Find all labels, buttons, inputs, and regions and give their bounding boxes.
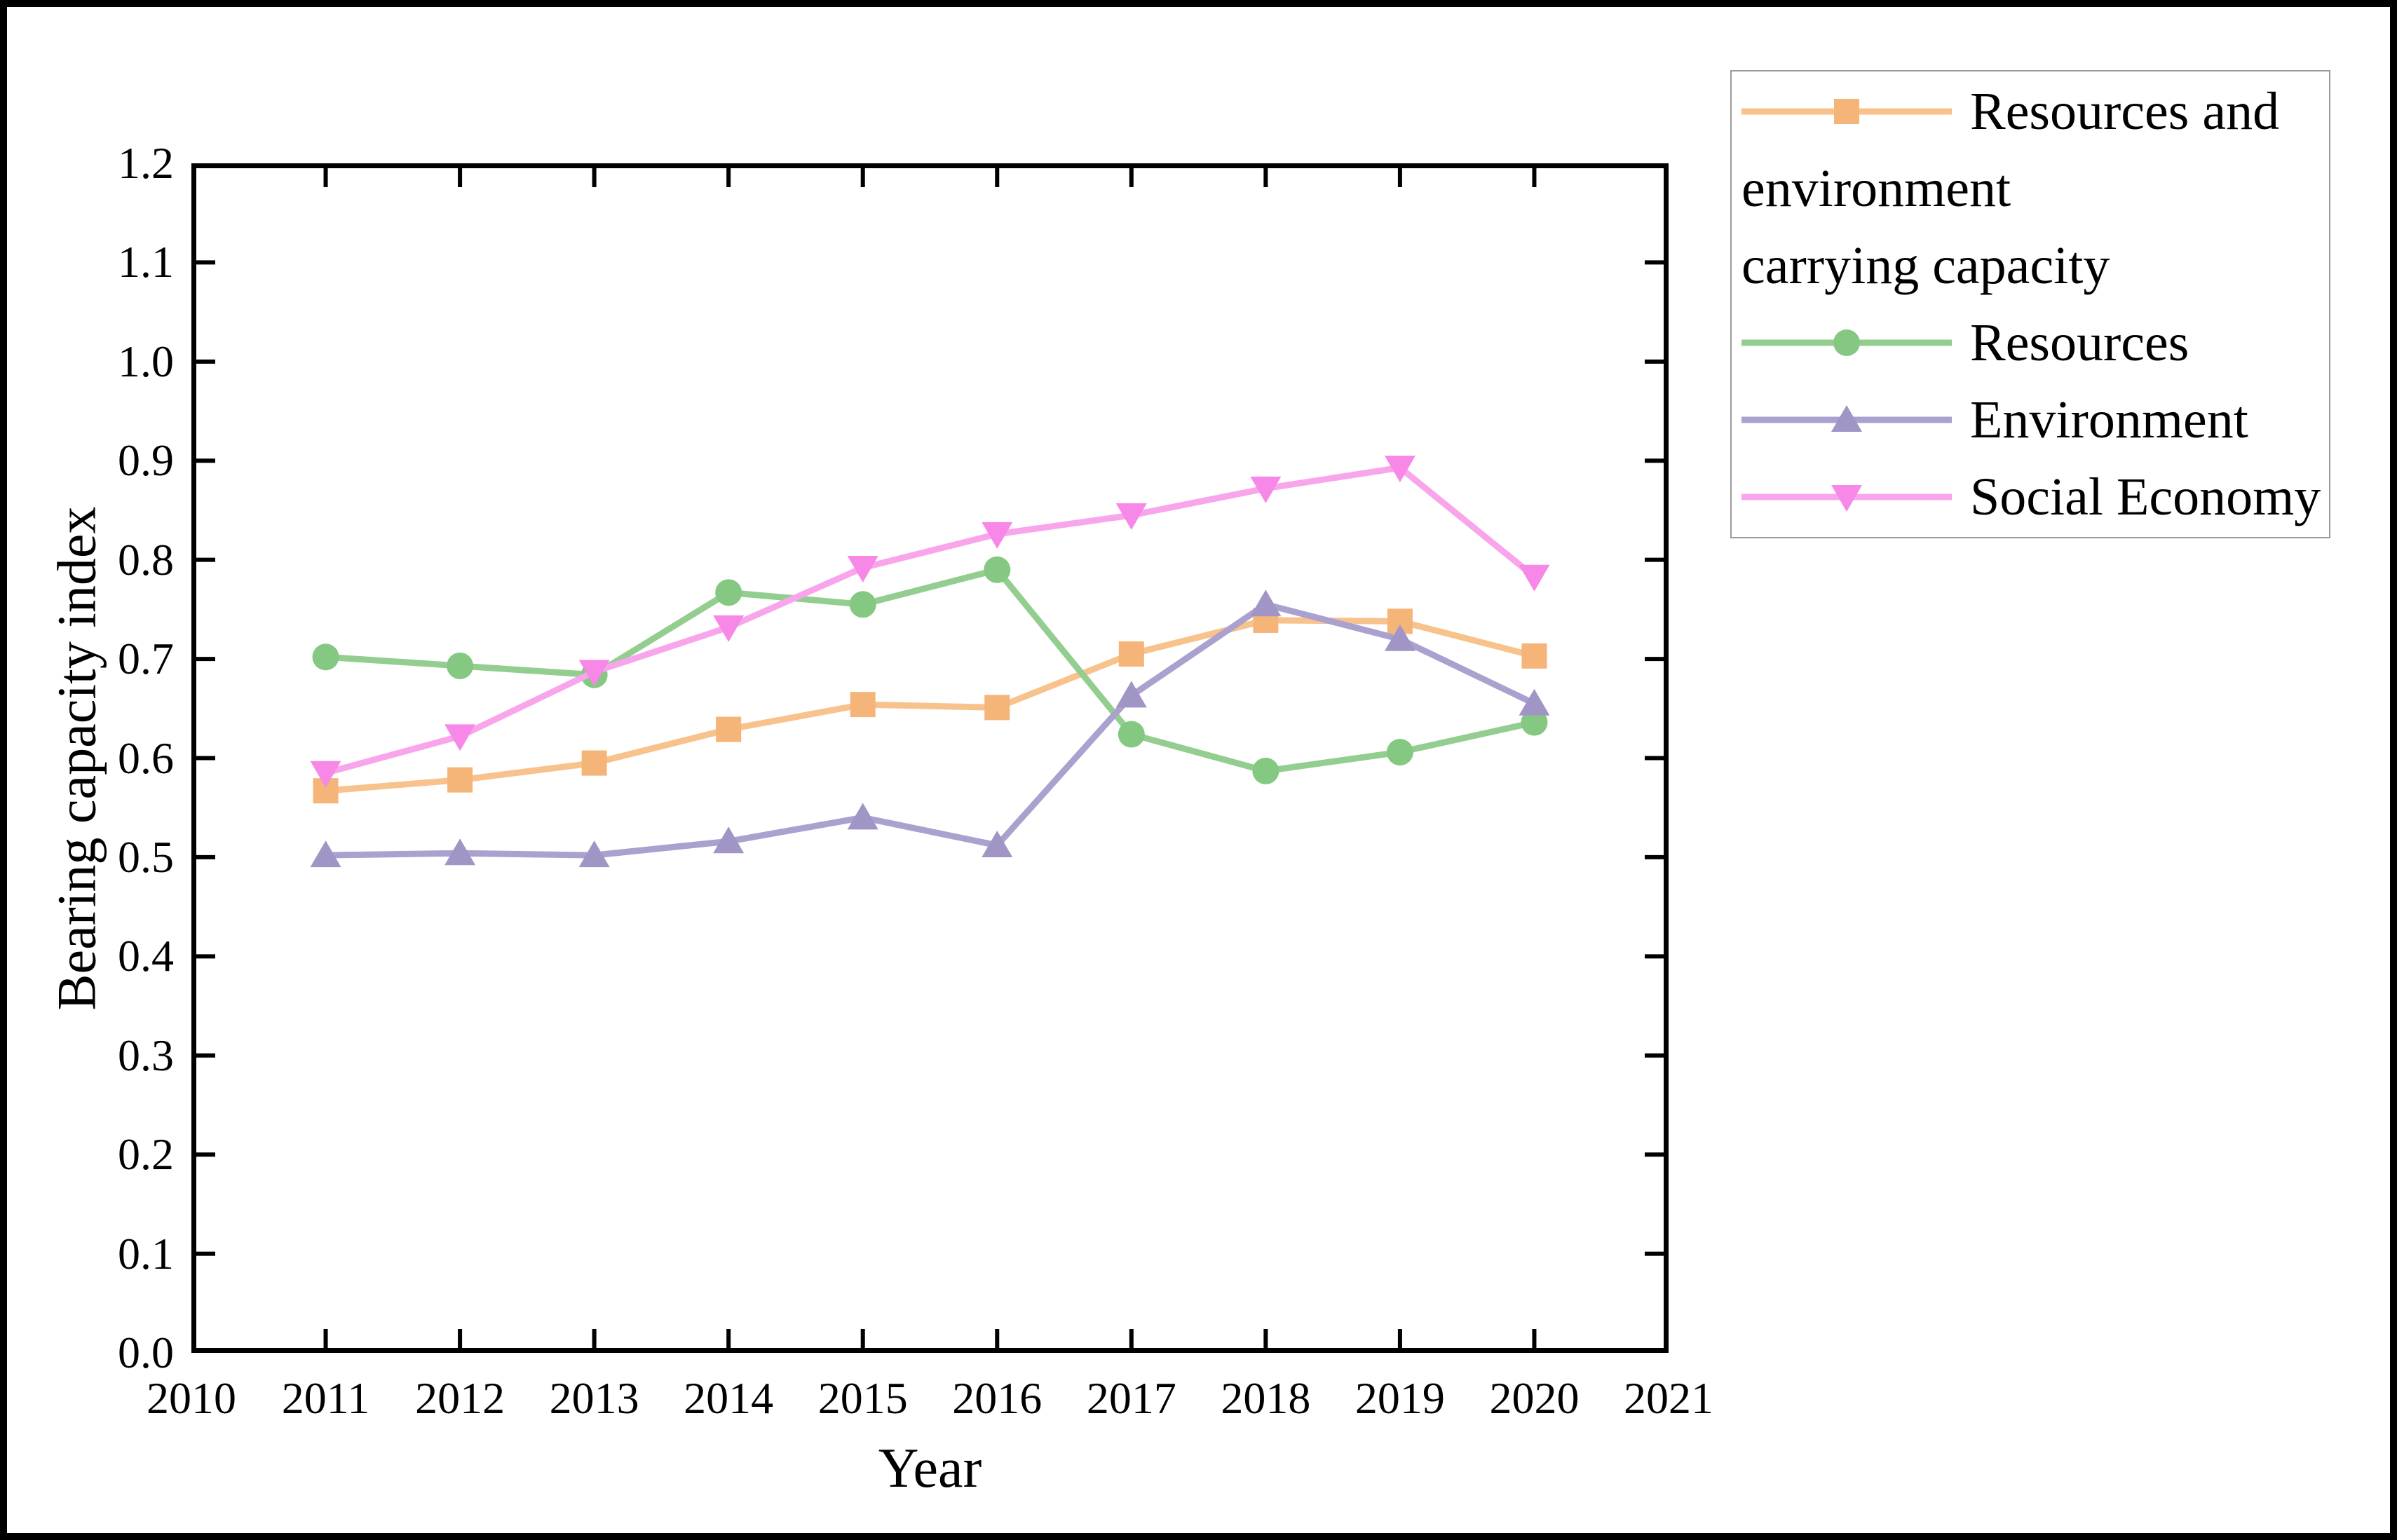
series-line-resources-and-environment-carrying-capacity <box>322 617 1537 794</box>
legend: Resources and environment carrying capacit… <box>1730 70 2330 538</box>
legend-item-social-economy: Social Economy <box>1741 458 2321 536</box>
data-point-resources-and-environment-carrying-capacity <box>984 695 1010 721</box>
y-tick-label: 0.7 <box>118 634 174 684</box>
data-point-resources <box>447 652 474 679</box>
y-tick-label: 0.0 <box>118 1328 174 1377</box>
y-tick-label: 1.2 <box>118 138 174 188</box>
x-tick-label: 2016 <box>952 1373 1043 1423</box>
data-point-resources-and-environment-carrying-capacity <box>716 716 742 742</box>
legend-label: Resources and <box>1970 81 2280 141</box>
y-tick-label: 0.2 <box>118 1129 174 1180</box>
x-tick-label: 2020 <box>1489 1373 1580 1423</box>
y-tick-label: 0.1 <box>118 1228 174 1279</box>
data-point-resources <box>984 556 1011 583</box>
x-tick-label: 2019 <box>1354 1373 1445 1423</box>
y-tick-label: 0.5 <box>118 831 174 882</box>
y-tick-label: 0.8 <box>118 534 174 585</box>
data-point-resources <box>1118 721 1145 748</box>
data-point-social-economy <box>1250 476 1282 503</box>
data-point-social-economy <box>444 724 476 751</box>
data-point-resources <box>312 643 339 671</box>
data-point-environment <box>1115 681 1147 708</box>
legend-marker-glyph-resources-and-environment-carrying-capacity <box>1834 99 1859 124</box>
legend-label: environment <box>1741 158 2011 218</box>
square-legend-marker-icon <box>1741 99 1952 124</box>
data-point-environment <box>1519 688 1550 716</box>
legend-label: Social Economy <box>1970 467 2321 526</box>
data-point-resources <box>1386 739 1413 766</box>
data-point-resources <box>1252 757 1279 784</box>
legend-item-resources-and-environment-carrying-capacity-line-3: carrying capacity <box>1741 227 2319 304</box>
series-line-resources <box>322 566 1537 775</box>
data-point-resources <box>1521 709 1548 736</box>
data-point-social-economy <box>1384 456 1415 483</box>
data-point-resources-and-environment-carrying-capacity <box>447 767 473 793</box>
plot-area <box>191 163 1669 1353</box>
legend-label: carrying capacity <box>1741 236 2110 295</box>
y-tick-label: 0.6 <box>118 732 174 783</box>
data-point-environment <box>310 840 341 868</box>
legend-marker-glyph-resources <box>1833 329 1860 356</box>
data-point-social-economy <box>578 660 610 687</box>
x-tick-label: 2012 <box>415 1373 505 1423</box>
triangle-up-legend-marker-icon <box>1741 405 1952 432</box>
data-point-environment <box>713 826 745 854</box>
data-point-social-economy <box>713 615 745 642</box>
data-point-social-economy <box>310 761 341 788</box>
x-tick-label: 2018 <box>1221 1373 1311 1423</box>
legend-item-environment: Environment <box>1741 381 2319 458</box>
x-tick-label: 2014 <box>684 1373 774 1423</box>
data-point-resources <box>715 579 742 606</box>
legend-item-resources-and-environment-carrying-capacity-line-1: Resources and <box>1741 73 2319 150</box>
triangle-down-legend-marker-icon <box>1741 485 1952 512</box>
series-line-environment <box>322 601 1537 859</box>
x-tick-label: 2011 <box>281 1373 370 1423</box>
x-tick-label: 2015 <box>817 1373 908 1423</box>
x-tick-label: 2013 <box>549 1373 639 1423</box>
x-tick-label: 2010 <box>147 1373 236 1423</box>
y-tick-label: 1.0 <box>118 336 174 386</box>
circle-legend-marker-icon <box>1741 329 1952 356</box>
y-tick-label: 0.9 <box>118 435 174 486</box>
data-point-social-economy <box>982 522 1013 549</box>
x-tick-label: 2017 <box>1086 1373 1176 1423</box>
data-point-resources-and-environment-carrying-capacity <box>1521 643 1547 669</box>
y-tick-label: 0.4 <box>118 931 174 981</box>
data-point-environment <box>847 803 878 830</box>
y-tick-label: 1.1 <box>118 237 174 287</box>
legend-label: Resources <box>1970 313 2189 372</box>
data-point-resources-and-environment-carrying-capacity <box>581 750 607 776</box>
data-point-environment <box>578 840 610 868</box>
data-point-environment <box>1384 624 1415 651</box>
legend-item-resources: Resources <box>1741 304 2319 381</box>
y-tick-label: 0.3 <box>118 1030 174 1080</box>
data-point-environment <box>1250 590 1282 617</box>
legend-marker-glyph-environment <box>1831 405 1862 432</box>
data-point-social-economy <box>847 555 878 582</box>
series-line-social-economy <box>322 464 1537 777</box>
data-point-environment <box>982 830 1013 857</box>
plot-canvas <box>191 163 1669 1353</box>
data-point-resources <box>849 591 876 618</box>
data-point-social-economy <box>1115 503 1147 531</box>
legend-item-resources-and-environment-carrying-capacity-line-2: environment <box>1741 150 2319 227</box>
legend-marker-glyph-social-economy <box>1831 485 1862 512</box>
data-point-social-economy <box>1519 564 1550 592</box>
data-point-resources-and-environment-carrying-capacity <box>850 692 876 718</box>
x-tick-label: 2021 <box>1624 1373 1713 1423</box>
y-axis-title: Bearing capacity index <box>46 505 107 1011</box>
legend-label: Environment <box>1970 390 2248 449</box>
data-point-resources-and-environment-carrying-capacity <box>1118 641 1144 667</box>
y-axis-title-box: Bearing capacity index <box>46 163 109 1353</box>
x-axis-title: Year <box>878 1438 982 1499</box>
data-point-environment <box>444 838 476 866</box>
